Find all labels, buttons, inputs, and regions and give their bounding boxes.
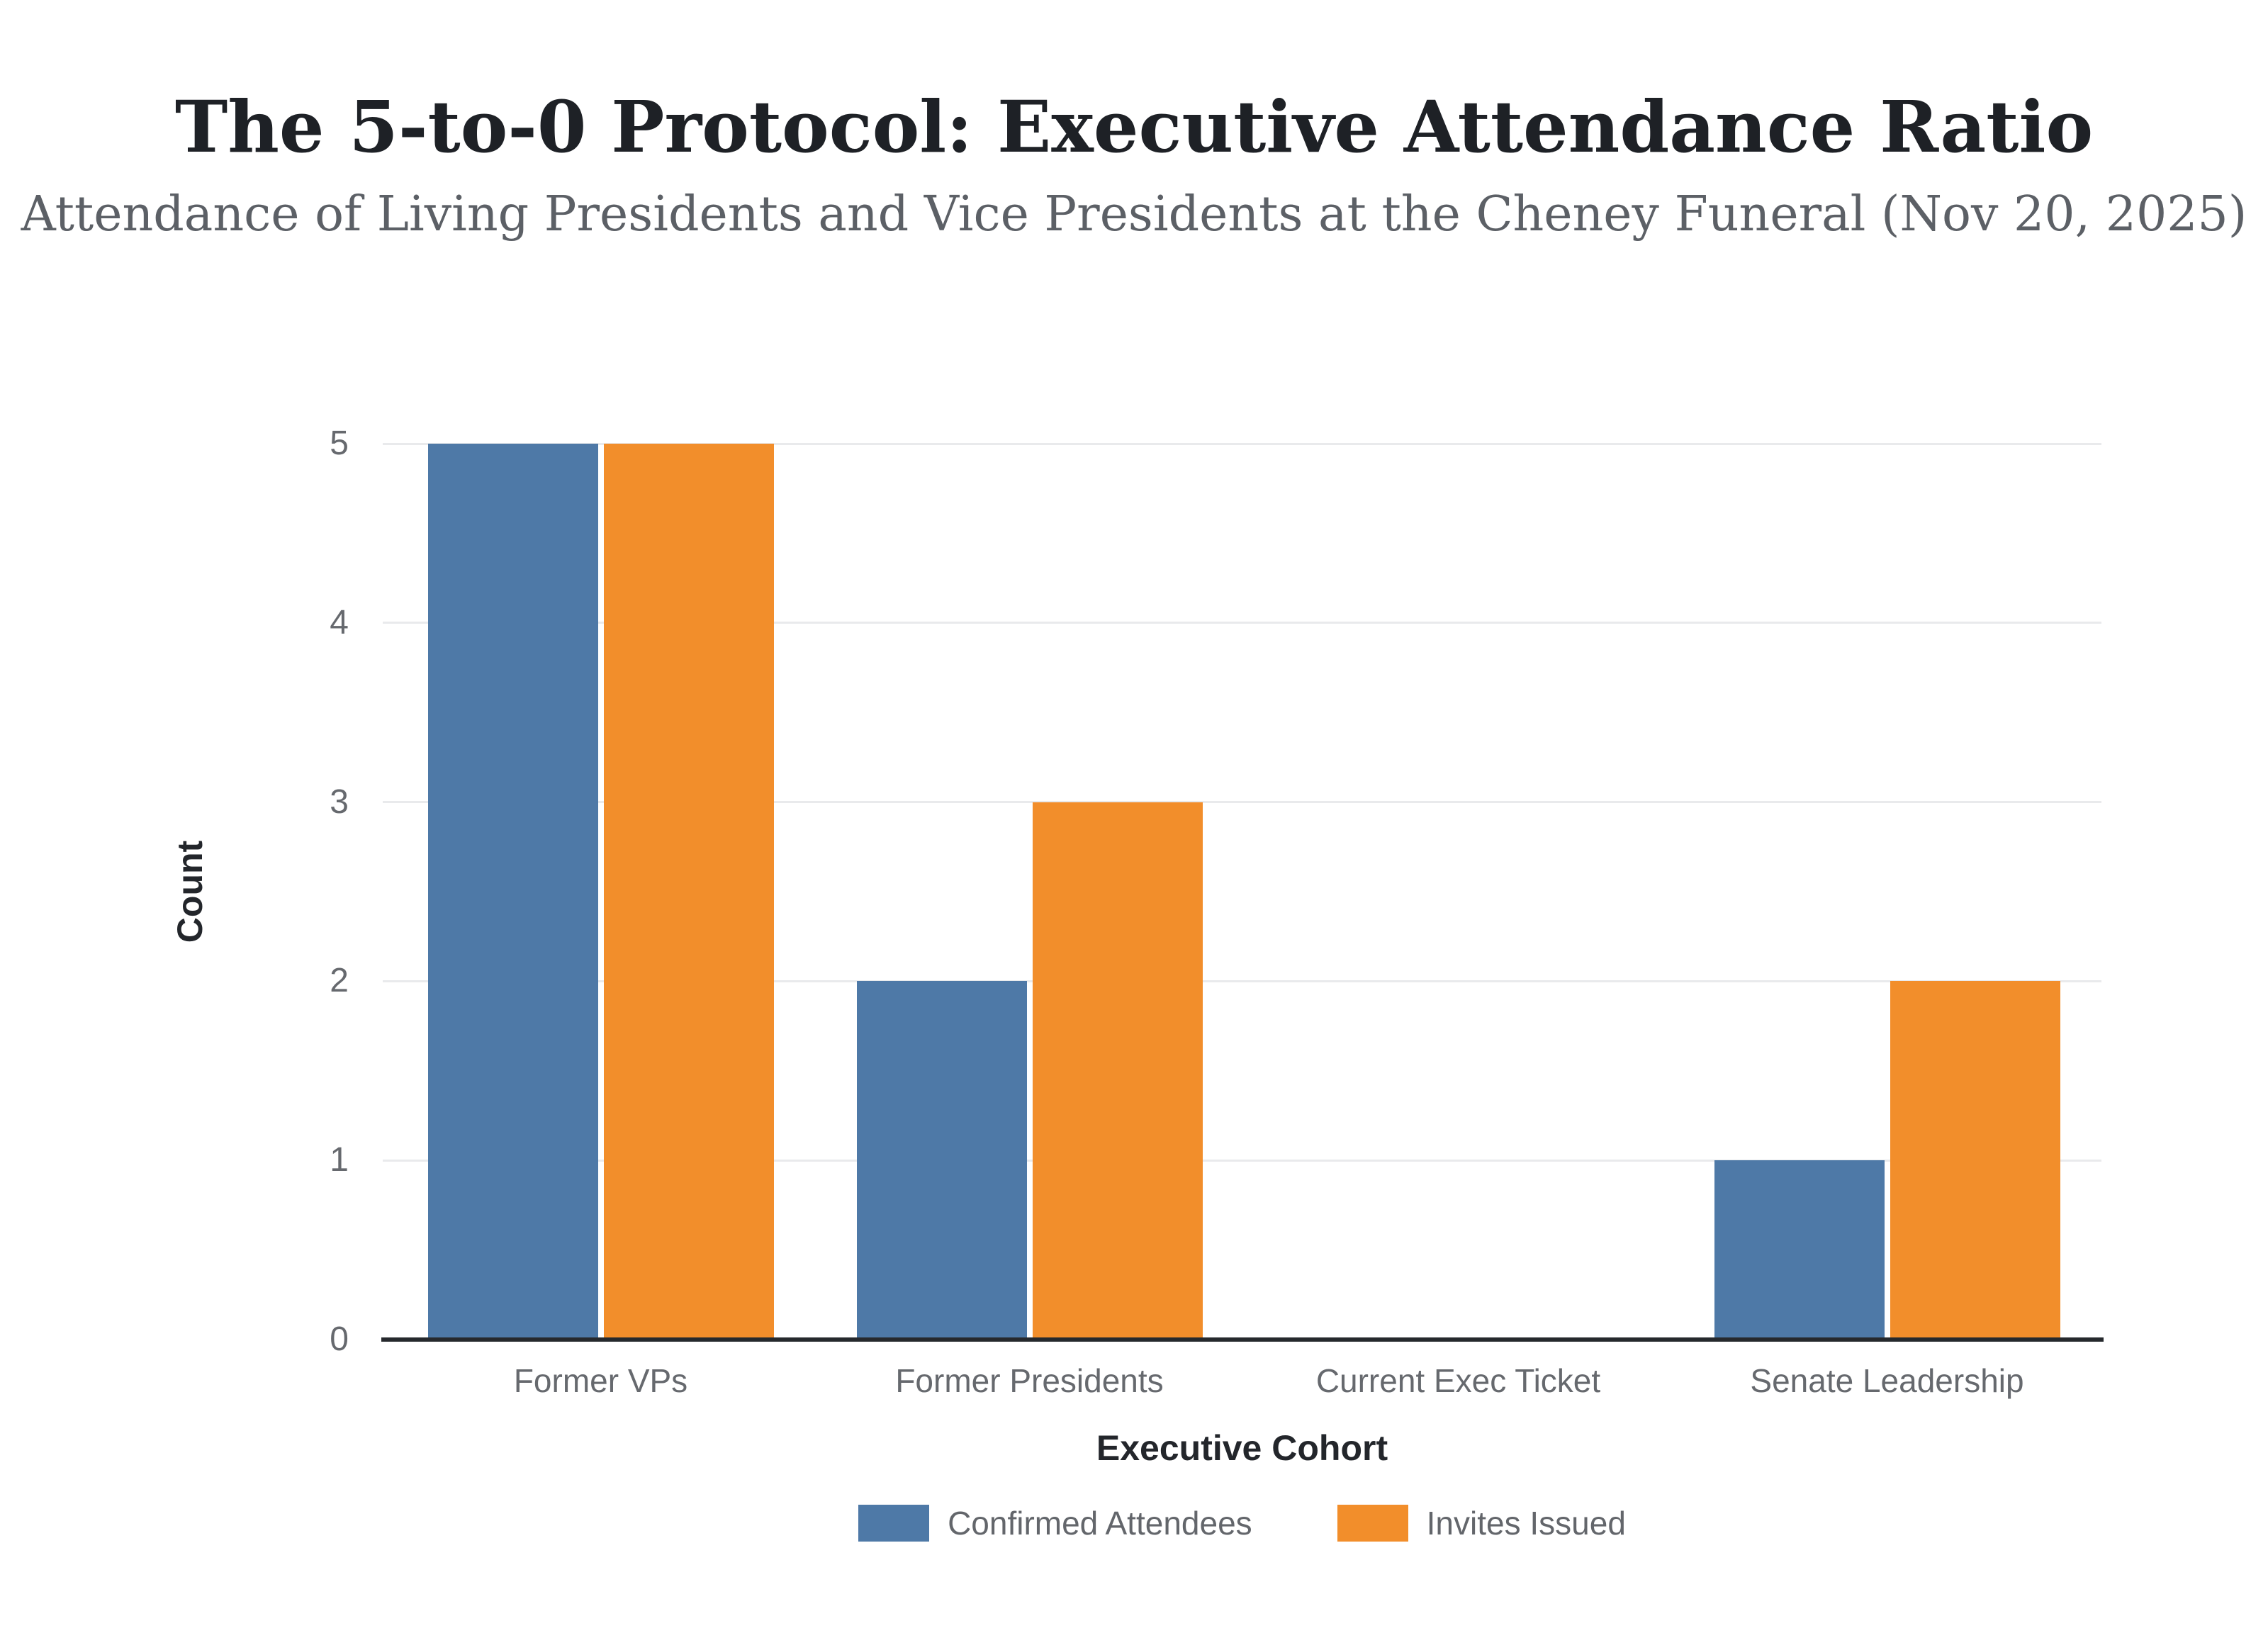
gridline — [383, 622, 2101, 624]
x-axis-line — [381, 1337, 2104, 1342]
bar — [1890, 981, 2060, 1340]
y-tick-label: 1 — [330, 1141, 349, 1179]
y-tick-label: 4 — [330, 603, 349, 641]
gridline — [383, 801, 2101, 804]
chart-subtitle: Attendance of Living Presidents and Vice… — [21, 186, 2247, 242]
y-tick-label: 0 — [330, 1320, 349, 1358]
legend-item: Invites Issued — [1337, 1505, 1626, 1542]
x-tick-label: Senate Leadership — [1750, 1362, 2024, 1399]
legend-swatch — [858, 1505, 930, 1542]
bar — [1714, 1160, 1885, 1340]
chart-title: The 5-to-0 Protocol: Executive Attendanc… — [174, 85, 2094, 169]
y-tick-label: 5 — [330, 425, 349, 462]
y-tick-label: 3 — [330, 782, 349, 821]
x-tick-label: Former Presidents — [895, 1362, 1164, 1399]
x-axis-title: Executive Cohort — [1096, 1428, 1388, 1468]
x-tick-label: Former VPs — [513, 1362, 688, 1399]
bar — [427, 444, 598, 1340]
legend-label: Invites Issued — [1426, 1505, 1626, 1542]
y-axis-title: Count — [170, 840, 210, 943]
legend-item: Confirmed Attendees — [858, 1505, 1252, 1542]
y-tick-label: 2 — [330, 962, 349, 1000]
bar — [856, 981, 1027, 1340]
bar — [603, 444, 774, 1340]
gridline — [383, 1159, 2101, 1162]
gridline — [383, 442, 2101, 445]
legend: Confirmed Attendees Invites Issued — [383, 1505, 2101, 1542]
legend-label: Confirmed Attendees — [948, 1505, 1252, 1542]
x-tick-label: Current Exec Ticket — [1315, 1362, 1601, 1399]
gridline — [383, 980, 2101, 982]
legend-swatch — [1337, 1505, 1408, 1542]
bar — [1032, 802, 1203, 1340]
